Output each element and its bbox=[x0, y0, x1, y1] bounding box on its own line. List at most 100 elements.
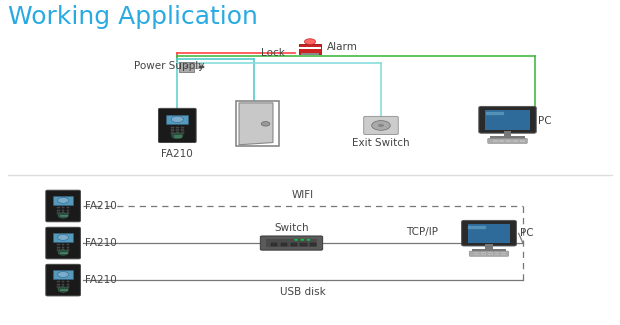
Bar bbox=[495, 254, 500, 255]
Text: FA210: FA210 bbox=[161, 149, 193, 159]
Text: Lock: Lock bbox=[260, 48, 285, 58]
Bar bbox=[299, 47, 321, 49]
Bar bbox=[301, 243, 307, 246]
FancyBboxPatch shape bbox=[46, 264, 81, 296]
Bar bbox=[66, 212, 69, 214]
Bar bbox=[66, 210, 69, 211]
Bar bbox=[176, 129, 179, 131]
Bar bbox=[66, 247, 69, 248]
Text: FA210: FA210 bbox=[85, 238, 117, 248]
Bar bbox=[266, 239, 317, 247]
Circle shape bbox=[171, 116, 184, 123]
Bar bbox=[176, 132, 179, 134]
Bar bbox=[57, 247, 60, 248]
Text: Exit Switch: Exit Switch bbox=[352, 138, 410, 148]
Circle shape bbox=[307, 239, 310, 241]
Bar bbox=[291, 243, 297, 246]
Bar bbox=[488, 253, 493, 254]
Circle shape bbox=[301, 239, 304, 241]
Text: USB disk: USB disk bbox=[280, 287, 326, 296]
FancyBboxPatch shape bbox=[488, 138, 527, 144]
Text: Power Supply: Power Supply bbox=[134, 61, 205, 71]
Bar bbox=[481, 253, 486, 254]
Bar bbox=[507, 140, 511, 141]
Polygon shape bbox=[239, 103, 273, 145]
FancyBboxPatch shape bbox=[364, 116, 398, 135]
Bar bbox=[500, 141, 505, 142]
Text: Alarm: Alarm bbox=[327, 42, 358, 51]
Circle shape bbox=[304, 39, 316, 45]
Bar bbox=[485, 244, 493, 250]
Bar bbox=[176, 126, 179, 128]
Bar bbox=[171, 132, 174, 134]
FancyBboxPatch shape bbox=[46, 190, 81, 222]
Bar bbox=[502, 254, 507, 255]
Circle shape bbox=[261, 122, 270, 126]
Bar bbox=[310, 243, 316, 246]
Bar bbox=[57, 207, 60, 208]
Bar bbox=[57, 212, 60, 214]
Bar bbox=[53, 270, 73, 279]
Bar bbox=[62, 249, 64, 251]
Bar bbox=[62, 284, 64, 285]
Bar bbox=[66, 286, 69, 288]
Bar bbox=[57, 284, 60, 285]
Bar bbox=[271, 243, 277, 246]
FancyBboxPatch shape bbox=[462, 220, 516, 246]
Bar bbox=[62, 281, 64, 282]
Bar bbox=[490, 136, 525, 139]
FancyBboxPatch shape bbox=[469, 251, 509, 256]
Bar bbox=[504, 131, 511, 137]
Bar bbox=[493, 141, 498, 142]
FancyBboxPatch shape bbox=[159, 108, 196, 143]
Text: FA210: FA210 bbox=[85, 201, 117, 211]
FancyBboxPatch shape bbox=[479, 106, 536, 133]
Bar bbox=[62, 207, 64, 208]
Bar bbox=[66, 244, 69, 245]
Bar bbox=[474, 254, 479, 255]
Circle shape bbox=[58, 272, 69, 277]
Bar bbox=[301, 53, 319, 55]
Bar bbox=[53, 196, 73, 204]
Circle shape bbox=[58, 287, 68, 292]
Bar bbox=[57, 244, 60, 245]
Bar bbox=[194, 63, 202, 68]
Bar bbox=[500, 140, 505, 141]
Circle shape bbox=[378, 124, 384, 127]
Bar bbox=[513, 141, 518, 142]
Text: PC: PC bbox=[520, 228, 533, 239]
Circle shape bbox=[58, 235, 69, 240]
Text: FA210: FA210 bbox=[85, 275, 117, 285]
Bar bbox=[236, 101, 279, 146]
Text: TCP/IP: TCP/IP bbox=[406, 227, 438, 237]
Bar bbox=[520, 141, 525, 142]
Bar bbox=[299, 44, 321, 54]
Bar bbox=[57, 210, 60, 211]
Bar bbox=[57, 281, 60, 282]
Bar bbox=[181, 126, 184, 128]
Bar bbox=[488, 254, 493, 255]
Bar bbox=[66, 281, 69, 282]
Circle shape bbox=[294, 239, 298, 241]
Bar bbox=[166, 115, 188, 124]
Text: PC: PC bbox=[538, 116, 552, 125]
Bar bbox=[66, 284, 69, 285]
Bar bbox=[62, 247, 64, 248]
Bar bbox=[181, 132, 184, 134]
Bar bbox=[57, 286, 60, 288]
Text: ⚡: ⚡ bbox=[184, 62, 190, 71]
Bar bbox=[513, 140, 518, 141]
Circle shape bbox=[372, 121, 390, 130]
Bar bbox=[474, 253, 479, 254]
Bar bbox=[62, 212, 64, 214]
Circle shape bbox=[58, 213, 68, 218]
Bar bbox=[520, 140, 525, 141]
Bar bbox=[502, 253, 507, 254]
Bar bbox=[62, 210, 64, 211]
Circle shape bbox=[172, 133, 183, 139]
FancyBboxPatch shape bbox=[260, 236, 322, 250]
Text: Working Application: Working Application bbox=[7, 5, 257, 29]
Bar bbox=[472, 249, 507, 252]
Bar bbox=[493, 140, 498, 141]
Circle shape bbox=[58, 250, 68, 255]
